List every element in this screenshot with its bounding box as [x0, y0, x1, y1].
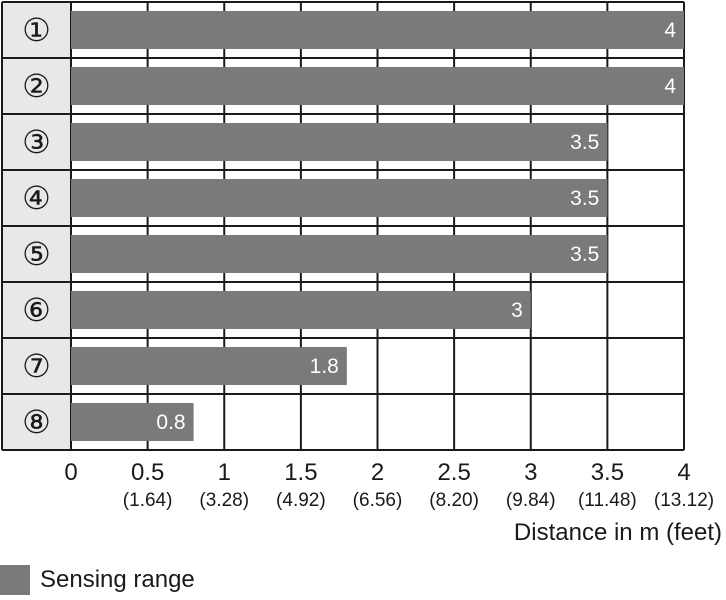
- bar-value-label: 3.5: [570, 131, 599, 154]
- bar-value-label: 0.8: [156, 411, 185, 434]
- sensing-range-chart: ① ② ③ ④ ⑤ ⑥ ⑦ ⑧ 4 4 3.5 3.5 3.5 3 1.8 0.8 0 0.5 (1.64) 1 (…: [1, 1, 722, 546]
- x-tick-label: 3.5: [591, 459, 624, 486]
- x-tick-sublabel: (13.12): [654, 490, 714, 511]
- category-label: ②: [22, 68, 51, 104]
- legend: Sensing range: [0, 562, 195, 598]
- x-tick-label: 3: [524, 459, 537, 486]
- bar-value-label: 3.5: [570, 187, 599, 210]
- x-tick-sublabel: (9.84): [506, 490, 556, 511]
- bar-value-label: 3: [511, 299, 523, 322]
- x-tick-label: 0.5: [131, 459, 164, 486]
- x-axis-ticks: 0 0.5 (1.64) 1 (3.28) 1.5 (4.92) 2 (6.56) 2.5 (8.2…: [64, 459, 714, 511]
- bar: [71, 291, 531, 329]
- bar-value-label: 4: [664, 19, 676, 42]
- legend-swatch: [0, 565, 30, 595]
- category-label: ④: [22, 180, 51, 216]
- legend-label: Sensing range: [40, 566, 195, 593]
- x-tick-label: 0: [64, 459, 77, 486]
- bar: [71, 179, 608, 217]
- x-tick-sublabel: (11.48): [578, 490, 637, 511]
- x-tick-sublabel: (4.92): [276, 490, 326, 511]
- bar: [71, 123, 608, 161]
- bar-series: 4 4 3.5 3.5 3.5 3 1.8 0.8: [71, 11, 684, 441]
- x-tick-label: 1.5: [284, 459, 317, 486]
- category-label: ⑧: [22, 404, 51, 440]
- bar: [71, 403, 194, 441]
- x-tick-sublabel: (8.20): [429, 490, 479, 511]
- bar: [71, 235, 608, 273]
- bar: [71, 347, 347, 385]
- x-tick-label: 2.5: [437, 459, 470, 486]
- x-tick-label: 4: [677, 459, 690, 486]
- category-label: ⑤: [22, 236, 51, 272]
- x-tick-sublabel: (6.56): [353, 490, 403, 511]
- category-label: ⑦: [22, 348, 51, 384]
- bar-value-label: 3.5: [570, 243, 599, 266]
- category-label: ③: [22, 124, 51, 160]
- category-label: ⑥: [22, 292, 51, 328]
- bar-value-label: 1.8: [310, 355, 339, 378]
- bar-value-label: 4: [664, 75, 676, 98]
- x-axis-title: Distance in m (feet): [514, 519, 722, 546]
- x-tick-label: 2: [371, 459, 384, 486]
- bar: [71, 67, 684, 105]
- x-tick-sublabel: (3.28): [199, 490, 249, 511]
- x-tick-label: 1: [218, 459, 231, 486]
- x-tick-sublabel: (1.64): [123, 490, 173, 511]
- bar: [71, 11, 684, 49]
- category-label: ①: [22, 12, 51, 48]
